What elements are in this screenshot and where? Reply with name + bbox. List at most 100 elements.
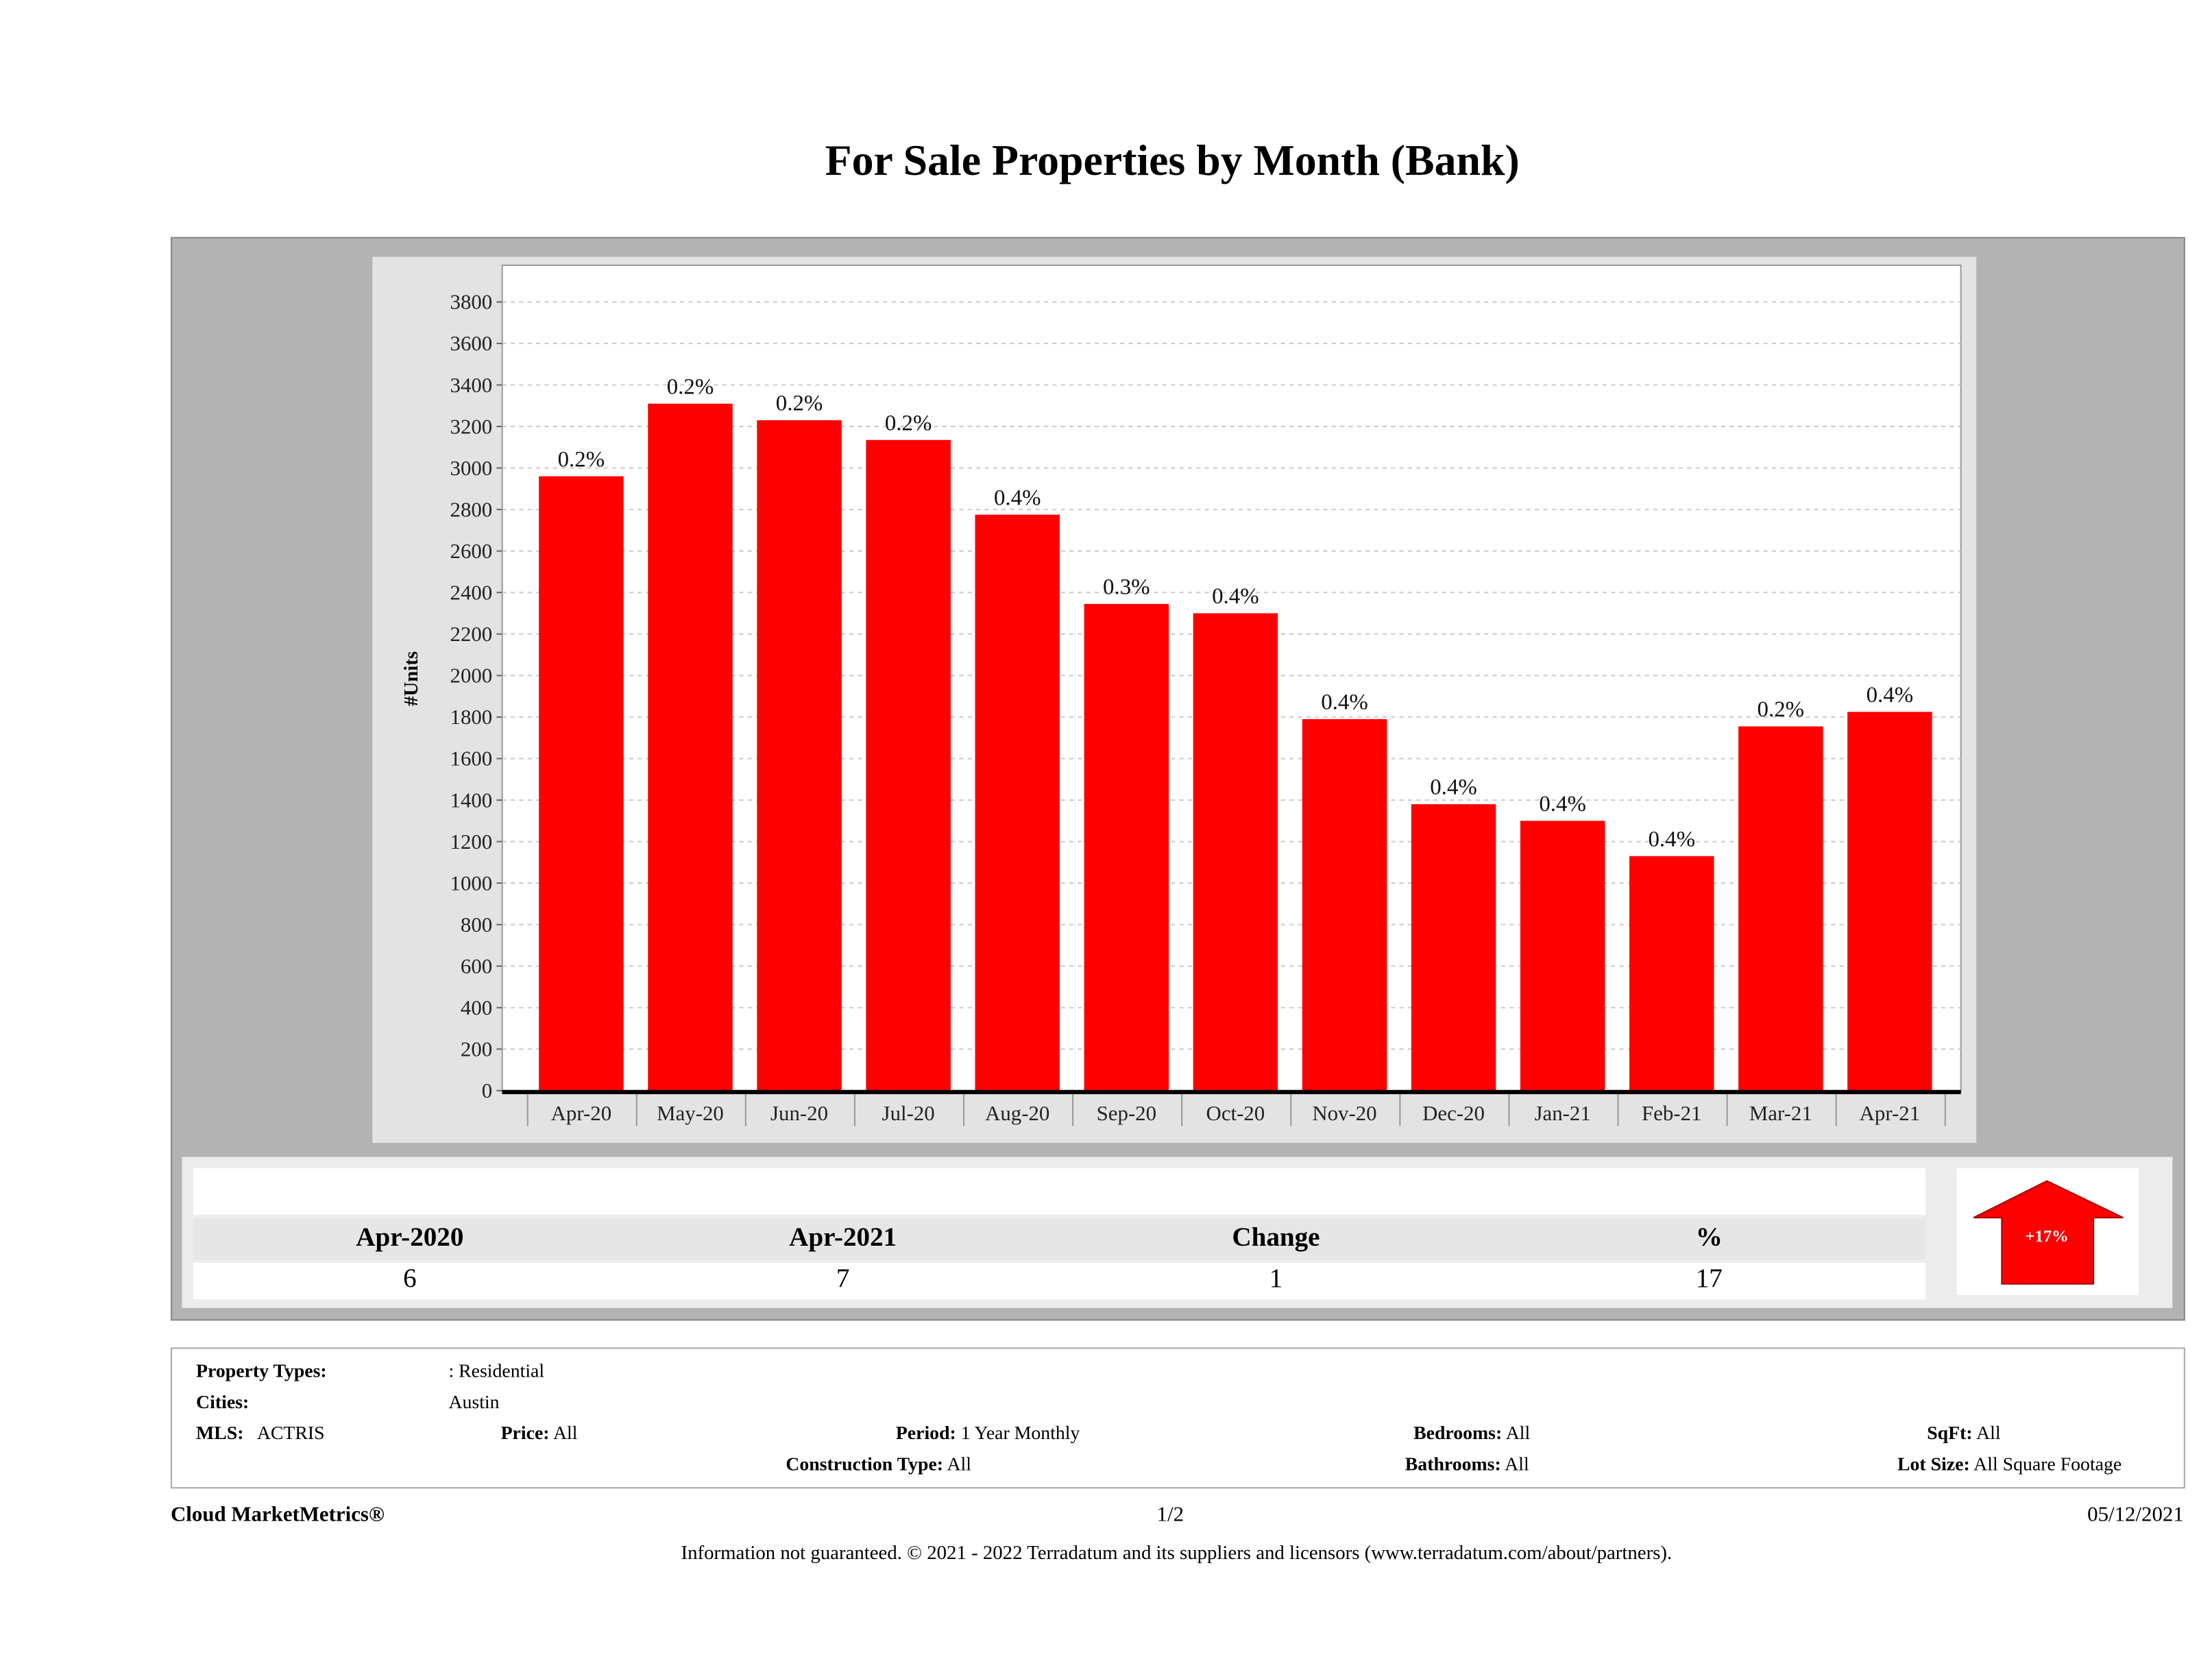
data-label: 0.2%	[558, 447, 605, 472]
bar-chart: 0 200 400 600 800 1000 1200 1400 1600 1800 2000 220…	[400, 264, 1962, 1126]
y-tick-label: 2400	[450, 581, 493, 605]
x-tick-label: Mar-21	[1749, 1101, 1812, 1125]
data-label: 0.4%	[1867, 683, 1914, 708]
y-tick-label: 200	[461, 1037, 492, 1061]
property-types-label: Property Types:	[196, 1360, 327, 1381]
y-tick-label: 1400	[450, 788, 493, 812]
summary-header: Apr-2020	[356, 1223, 464, 1253]
y-tick-label: 3000	[450, 456, 493, 480]
bar-Jun-20	[757, 420, 842, 1091]
y-tick-label: 2600	[450, 539, 493, 563]
y-tick-label: 600	[461, 954, 492, 978]
y-tick-label: 1800	[450, 705, 493, 729]
data-label: 0.2%	[667, 374, 714, 399]
y-tick-label: 3400	[450, 373, 493, 397]
y-tick-label: 2800	[450, 497, 493, 521]
y-tick-label: 1600	[450, 747, 493, 771]
data-label: 0.2%	[1758, 697, 1805, 722]
data-label: 0.4%	[994, 485, 1041, 510]
bar-Jan-21	[1520, 821, 1605, 1091]
trend-badge: +17%	[1956, 1168, 2139, 1296]
cities-label: Cities:	[196, 1391, 250, 1413]
data-label: 0.4%	[1648, 827, 1695, 851]
x-tick-label: Feb-21	[1642, 1101, 1701, 1125]
x-tick-label: Apr-21	[1860, 1101, 1921, 1125]
data-label: 0.4%	[1430, 775, 1477, 800]
bedrooms-value: All	[1505, 1422, 1531, 1444]
property-types-value: : Residential	[448, 1360, 545, 1381]
bar-Apr-20	[539, 476, 624, 1091]
summary-value: 1	[1269, 1264, 1283, 1294]
period-label: Period:	[895, 1422, 956, 1444]
bar-Dec-20	[1411, 804, 1496, 1091]
x-tick-label: Oct-20	[1206, 1101, 1265, 1125]
bar-Jul-20	[866, 439, 951, 1091]
y-tick-label: 3200	[450, 414, 493, 438]
summary-value-row: 6 7 1 17	[193, 1262, 1926, 1300]
sqft-value: All	[1976, 1422, 2001, 1444]
data-label: 0.4%	[1539, 792, 1586, 817]
data-label: 0.3%	[1103, 575, 1150, 599]
data-label: 0.4%	[1212, 584, 1259, 609]
y-tick-label: 3600	[450, 331, 493, 355]
period-value: 1 Year Monthly	[960, 1422, 1080, 1444]
up-arrow-icon: +17%	[1973, 1180, 2124, 1285]
summary-value: 7	[836, 1264, 850, 1294]
bar-Mar-21	[1738, 726, 1823, 1091]
summary-blank-row	[193, 1168, 1926, 1215]
bar-May-20	[648, 403, 733, 1091]
y-tick-label: 2000	[450, 664, 493, 688]
mls-label: MLS:	[196, 1422, 244, 1444]
page-title: For Sale Properties by Month (Bank)	[825, 135, 1520, 185]
x-tick-label: Jul-20	[882, 1101, 935, 1125]
y-tick-label: 1000	[450, 871, 493, 895]
y-tick-label: 3800	[450, 290, 493, 314]
sqft-label: SqFt:	[1927, 1422, 1973, 1444]
price-label: Price:	[500, 1422, 550, 1444]
bar-Feb-21	[1629, 856, 1714, 1091]
x-tick-label: Dec-20	[1422, 1101, 1485, 1125]
construction-value: All	[947, 1453, 972, 1475]
lot-size-label: Lot Size:	[1897, 1453, 1970, 1475]
data-label: 0.4%	[1321, 690, 1368, 715]
bathrooms-label: Bathrooms:	[1405, 1453, 1501, 1475]
bar-Nov-20	[1302, 718, 1387, 1091]
x-tick-label: Nov-20	[1312, 1101, 1376, 1125]
brand-name: Cloud MarketMetrics®	[171, 1503, 385, 1527]
x-tick-label: Aug-20	[985, 1101, 1049, 1125]
x-tick-label: May-20	[657, 1101, 724, 1125]
summary-value: 6	[403, 1264, 417, 1294]
cities-value: Austin	[448, 1391, 500, 1413]
construction-label: Construction Type:	[786, 1453, 944, 1475]
report-date: 05/12/2021	[2087, 1503, 2184, 1527]
summary-header: Apr-2021	[789, 1223, 897, 1253]
filter-info: Property Types: : Residential Cities: Au…	[171, 1347, 2185, 1489]
bar-Apr-21	[1847, 712, 1932, 1091]
y-tick-label: 1200	[450, 830, 493, 854]
disclaimer: Information not guaranteed. © 2021 - 202…	[681, 1543, 1673, 1565]
summary-value: 17	[1695, 1264, 1723, 1294]
y-tick-label: 400	[461, 995, 492, 1019]
y-axis-label: #Units	[400, 651, 422, 706]
x-tick-label: Jun-20	[770, 1101, 828, 1125]
mls-value: ACTRIS	[256, 1422, 325, 1444]
trend-badge-label: +17%	[2025, 1227, 2068, 1246]
y-tick-label: 2200	[450, 622, 493, 646]
x-tick-label: Sep-20	[1097, 1101, 1156, 1125]
data-label: 0.2%	[776, 391, 823, 416]
bathrooms-value: All	[1505, 1453, 1529, 1475]
summary-header: %	[1695, 1223, 1723, 1253]
bar-Sep-20	[1084, 603, 1169, 1091]
summary-header-row: Apr-2020 Apr-2021 Change %	[193, 1219, 1926, 1260]
lot-size-value: All Square Footage	[1973, 1453, 2122, 1475]
bar-Aug-20	[975, 514, 1060, 1091]
summary-header: Change	[1232, 1223, 1320, 1253]
y-tick-label: 0	[482, 1078, 492, 1102]
y-tick-label: 800	[461, 913, 492, 937]
page-number: 1/2	[1156, 1503, 1184, 1527]
bedrooms-label: Bedrooms:	[1413, 1422, 1503, 1444]
price-value: All	[552, 1422, 578, 1444]
x-tick-label: Apr-20	[551, 1101, 612, 1125]
bar-Oct-20	[1193, 613, 1278, 1091]
